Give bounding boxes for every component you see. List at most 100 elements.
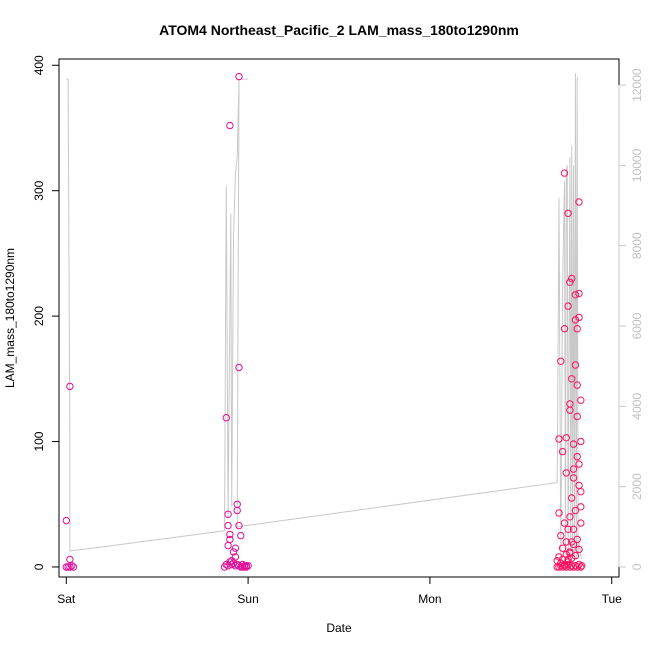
y2-tick-label: 8000	[630, 232, 644, 259]
data-point	[569, 465, 578, 473]
data-point	[566, 513, 574, 521]
data-point	[68, 562, 76, 570]
data-point	[575, 313, 583, 322]
data-point	[557, 357, 565, 365]
data-point	[573, 452, 581, 461]
data-point	[573, 325, 581, 333]
data-point	[555, 509, 563, 517]
data-point	[575, 481, 583, 490]
x-tick-label: Sun	[237, 592, 258, 606]
data-point	[568, 554, 576, 562]
data-point	[573, 412, 581, 421]
data-point	[224, 510, 232, 518]
data-point	[566, 406, 574, 414]
series-line	[66, 73, 583, 560]
data-point	[571, 291, 580, 299]
data-point	[558, 447, 567, 456]
y2-tick-label: 0	[630, 563, 644, 570]
series-line-layer	[66, 73, 583, 560]
x-tick-label: Tue	[602, 592, 623, 606]
data-point	[575, 545, 583, 554]
data-point	[571, 361, 580, 369]
data-point	[571, 506, 580, 515]
data-point	[558, 544, 567, 552]
data-point	[560, 169, 569, 177]
data-point	[577, 488, 585, 496]
data-point	[575, 198, 583, 206]
data-point	[233, 506, 241, 515]
data-point	[66, 382, 74, 391]
data-point	[568, 538, 576, 546]
data-point	[244, 562, 252, 570]
y2-tick-label: 10000	[630, 148, 644, 182]
y2-tick-label: 6000	[630, 312, 644, 339]
data-point	[568, 375, 576, 383]
data-point	[569, 440, 578, 448]
data-point	[562, 434, 570, 442]
data-point	[564, 302, 572, 310]
data-point	[560, 562, 569, 570]
data-point	[575, 460, 583, 468]
plot-frame	[58, 58, 620, 578]
data-point	[568, 494, 576, 502]
data-point	[231, 544, 240, 552]
data-point	[562, 538, 570, 546]
y-tick-label: 300	[32, 180, 46, 200]
x-tick-label: Mon	[418, 592, 441, 606]
y2-tick-label: 4000	[630, 393, 644, 420]
data-point	[226, 121, 234, 130]
data-point	[66, 555, 74, 564]
x-axis-title: Date	[326, 621, 352, 635]
data-point	[557, 562, 565, 570]
y-axis: 0 100 200 300 400	[32, 55, 59, 570]
data-point	[577, 437, 585, 446]
y-tick-label: 400	[32, 55, 46, 75]
y2-tick-label: 12000	[630, 68, 644, 102]
data-point	[560, 325, 569, 333]
data-point	[577, 503, 585, 511]
y-tick-label: 200	[32, 306, 46, 326]
data-point	[235, 72, 243, 81]
data-point	[564, 209, 572, 218]
data-point	[568, 562, 576, 570]
data-point	[564, 555, 572, 564]
data-point	[575, 289, 583, 298]
data-point	[235, 562, 243, 570]
data-point	[577, 563, 585, 571]
data-point	[66, 563, 74, 571]
data-point	[237, 531, 245, 540]
data-point	[226, 535, 234, 544]
data-point	[562, 469, 570, 477]
data-point	[235, 521, 243, 530]
data-point	[555, 563, 563, 571]
data-point	[235, 363, 243, 372]
data-point	[222, 414, 231, 422]
data-point	[69, 563, 78, 571]
data-point	[242, 563, 251, 571]
data-point	[226, 530, 234, 539]
data-point	[224, 541, 232, 550]
data-point	[238, 563, 247, 571]
data-point	[564, 525, 572, 533]
data-point	[566, 563, 574, 571]
y-tick-label: 0	[32, 563, 46, 570]
y2-axis: 0 2000 4000 6000 8000 10000 12000	[619, 68, 644, 570]
data-point	[577, 396, 585, 404]
data-point	[62, 516, 71, 525]
data-point	[568, 274, 576, 283]
data-point	[569, 474, 578, 482]
data-point	[560, 519, 569, 527]
data-point	[578, 562, 586, 570]
data-point	[569, 525, 578, 533]
data-point	[566, 278, 574, 286]
data-point	[555, 435, 563, 443]
series-points-layer	[62, 72, 586, 571]
data-point	[577, 519, 585, 527]
data-point	[557, 531, 565, 540]
y-tick-label: 100	[32, 431, 46, 451]
data-point	[224, 521, 232, 530]
data-point	[228, 560, 236, 569]
data-point	[573, 381, 581, 389]
data-point	[240, 562, 249, 570]
